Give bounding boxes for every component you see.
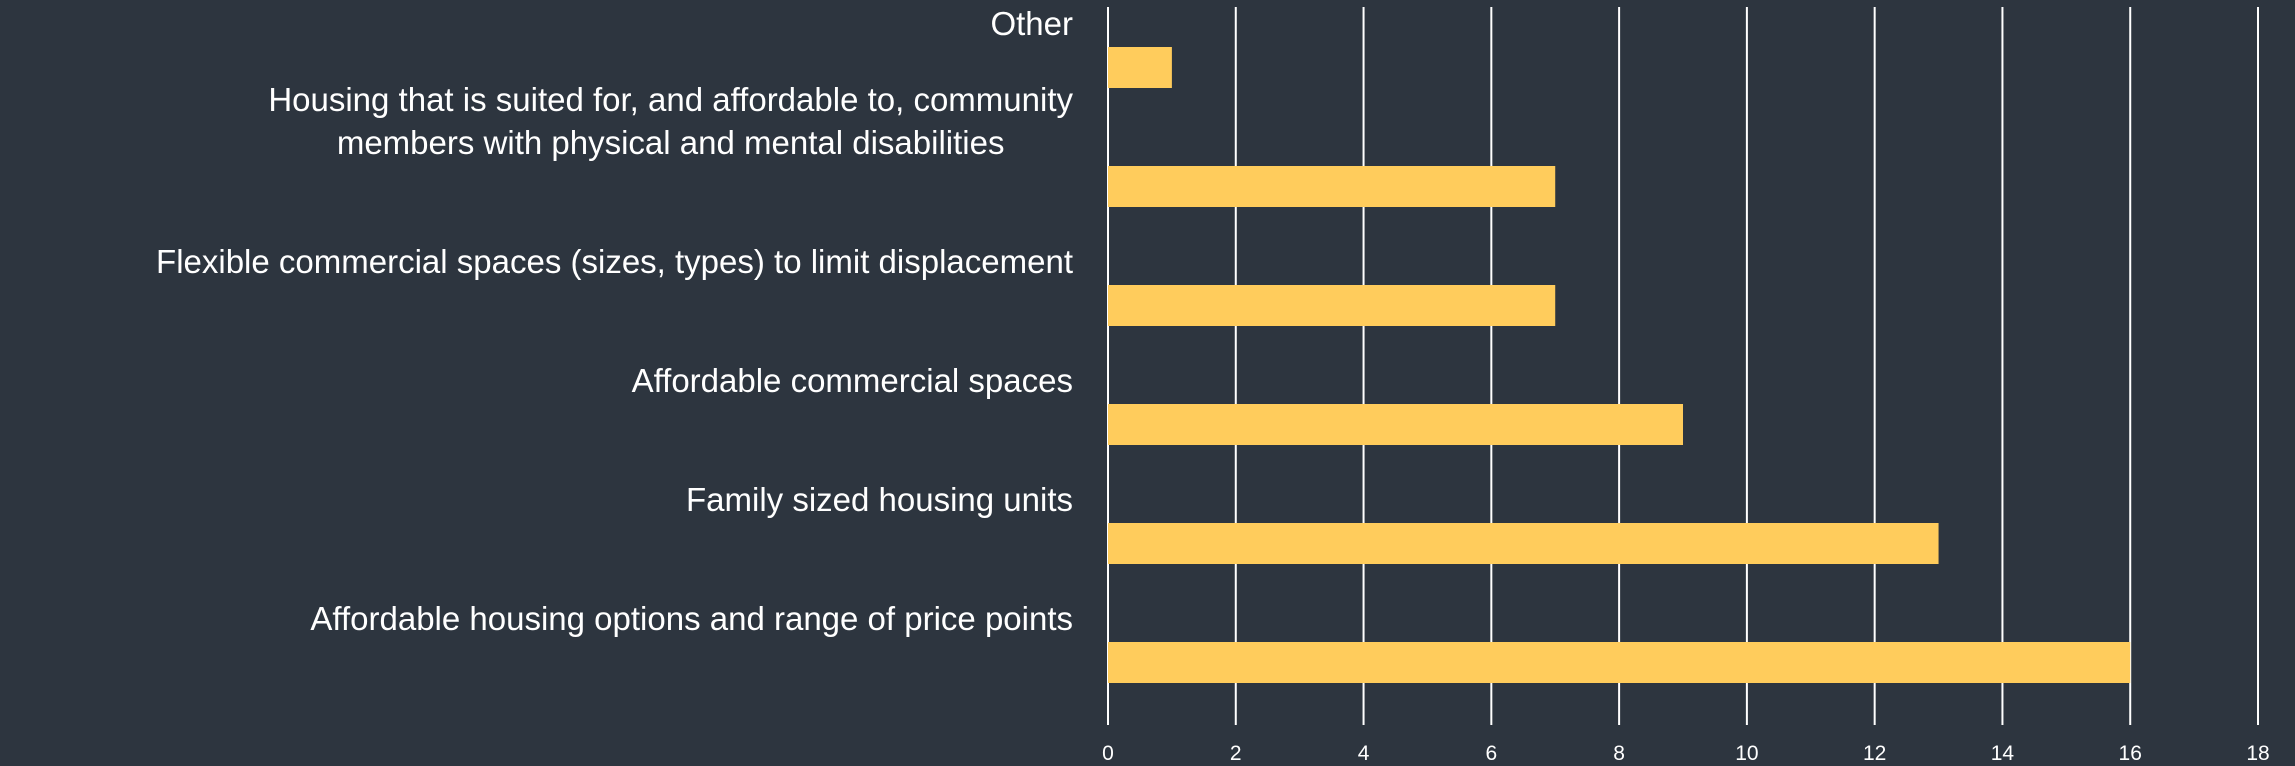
- category-label: Affordable commercial spaces: [631, 362, 1073, 399]
- bar: [1108, 47, 1172, 88]
- x-tick-label: 0: [1102, 742, 1114, 765]
- x-tick-label: 4: [1358, 742, 1370, 765]
- category-label: Flexible commercial spaces (sizes, types…: [156, 243, 1073, 280]
- x-tick-label: 10: [1735, 742, 1758, 765]
- x-tick-label: 6: [1485, 742, 1497, 765]
- x-tick-label: 12: [1863, 742, 1886, 765]
- x-tick-label: 16: [2119, 742, 2142, 765]
- category-label: Affordable housing options and range of …: [310, 600, 1073, 637]
- x-tick-label: 2: [1230, 742, 1242, 765]
- x-tick-label: 18: [2246, 742, 2269, 765]
- bar: [1108, 642, 2131, 683]
- x-tick-label: 14: [1991, 742, 2015, 765]
- x-tick-label: 8: [1613, 742, 1625, 765]
- bar: [1108, 285, 1556, 326]
- category-label: Housing that is suited for, and affordab…: [268, 81, 1073, 161]
- category-label: Family sized housing units: [685, 481, 1073, 518]
- bar: [1108, 166, 1556, 207]
- bar: [1108, 404, 1683, 445]
- category-label: Other: [990, 5, 1073, 42]
- bar: [1108, 523, 1939, 564]
